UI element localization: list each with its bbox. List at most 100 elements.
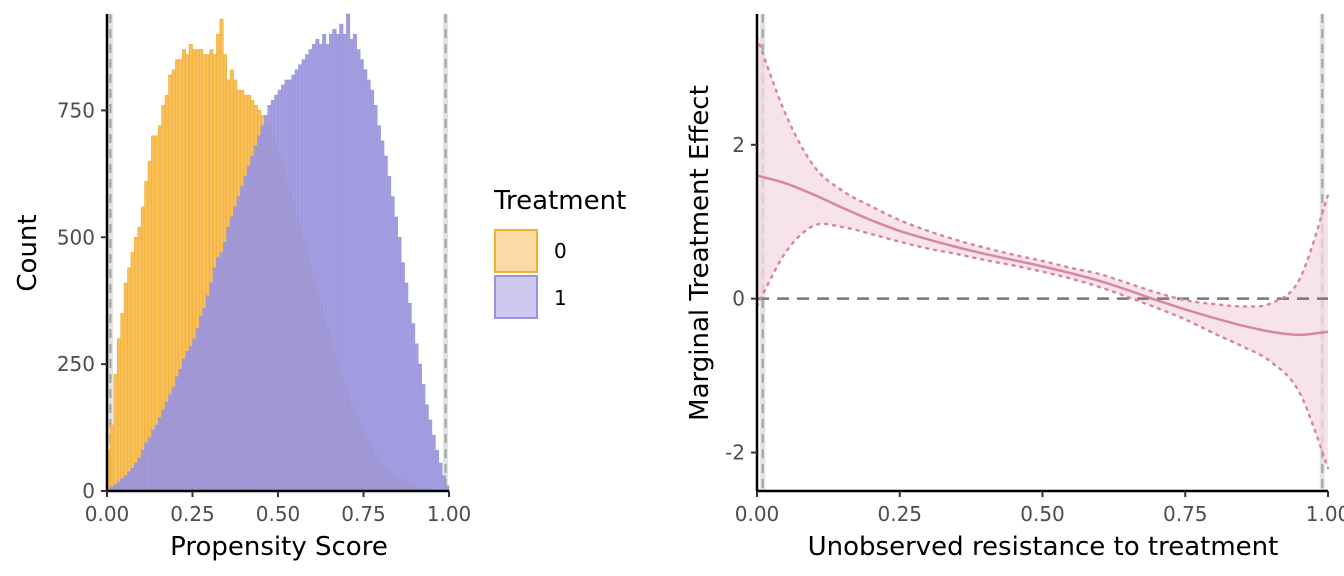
histogram-bar	[219, 252, 224, 492]
histogram-bar	[417, 363, 422, 492]
histogram-bar	[356, 49, 361, 492]
histogram-bar	[370, 89, 375, 492]
histogram-bar	[287, 79, 292, 492]
y-tick-label: 500	[57, 225, 95, 249]
histogram-bar	[424, 404, 429, 492]
histogram-bar	[246, 165, 251, 492]
histogram-bar	[390, 196, 395, 492]
legend-title: Treatment	[493, 186, 626, 216]
x-tick-label: 1.00	[1306, 502, 1344, 526]
histogram-bar	[305, 54, 310, 492]
histogram-bar	[185, 351, 190, 492]
histogram-bar	[291, 74, 296, 492]
mte-estimate-line	[756, 174, 1329, 337]
histogram-bar	[407, 302, 412, 492]
histogram-bar	[264, 115, 269, 492]
histogram-bar	[315, 39, 320, 492]
histogram-bar	[120, 313, 125, 492]
y-tick-label: 0	[732, 287, 745, 311]
legend: Treatment 0 1	[493, 186, 626, 319]
x-tick-label: 0.00	[85, 502, 130, 526]
histogram-bar	[387, 176, 392, 492]
y-tick-label: -2	[725, 441, 745, 465]
histogram-bar	[140, 206, 145, 492]
y-tick-label: 750	[57, 98, 95, 122]
histogram-bar	[260, 125, 265, 492]
histogram-bar	[352, 33, 357, 492]
histogram-bar	[284, 79, 289, 492]
histogram-bar	[127, 267, 132, 492]
histogram-bar	[233, 206, 238, 492]
histogram-bar	[277, 89, 282, 492]
histogram-bar	[281, 84, 286, 492]
y-tick-label: 0	[82, 479, 95, 503]
histogram-bar	[154, 424, 159, 492]
reference-lines	[107, 14, 449, 491]
x-tick-label: 0.75	[1163, 502, 1208, 526]
histogram-bar	[274, 94, 279, 492]
x-tick-label: 1.00	[427, 502, 472, 526]
x-tick-label: 0.50	[1020, 502, 1065, 526]
tick-labels: 0.00 0.25 0.50 0.75 1.00 -2 0 2	[725, 133, 1344, 526]
histogram-bar	[441, 475, 446, 492]
histogram-bar	[144, 442, 149, 492]
histogram-bar	[373, 105, 378, 492]
histogram-bar	[130, 467, 135, 492]
histogram-bar	[151, 429, 156, 492]
histogram-bar	[195, 328, 200, 492]
histogram-bar	[332, 28, 337, 492]
histogram-bar	[349, 39, 354, 492]
histogram-bar	[363, 69, 368, 492]
legend-swatch-0	[494, 229, 538, 273]
histogram-bar	[270, 99, 275, 492]
histogram-bar	[359, 59, 364, 492]
histogram-bar	[435, 450, 440, 492]
upper-bound-line	[755, 35, 1330, 308]
histogram-bar	[116, 481, 121, 492]
histogram-bar	[346, 13, 351, 492]
histogram-bar	[171, 386, 176, 492]
histogram-bar	[130, 252, 135, 492]
histogram-bar	[199, 315, 204, 492]
histogram-bar	[161, 409, 166, 492]
lower-bound-line	[755, 222, 1330, 470]
histogram-bar	[335, 33, 340, 492]
histogram-bar	[383, 155, 388, 492]
histogram-bar	[158, 417, 163, 492]
x-axis-title: Propensity Score	[170, 532, 388, 562]
histogram-bar	[421, 384, 426, 492]
histogram-bar	[240, 186, 245, 492]
histogram-bar	[294, 69, 299, 492]
histogram-bar	[236, 196, 241, 492]
histogram-bar	[229, 216, 234, 492]
x-tick-label: 0.75	[341, 502, 386, 526]
histogram-bar	[120, 478, 125, 492]
y-tick-label: 250	[57, 352, 95, 376]
histogram-bar	[216, 257, 221, 492]
histogram-bar	[411, 323, 416, 492]
histogram-bar	[325, 44, 330, 492]
histogram-bar	[222, 242, 227, 492]
legend-label-1: 1	[554, 286, 567, 310]
histogram-bar	[168, 394, 173, 492]
histogram-bar	[397, 236, 402, 492]
histogram-bar	[438, 462, 443, 492]
histogram-bar	[192, 338, 197, 492]
histogram-bar	[250, 155, 255, 492]
histogram-bar	[428, 419, 433, 492]
x-tick-label: 0.00	[735, 502, 780, 526]
tick-labels: 0.00 0.25 0.50 0.75 1.00 0 250 500 750	[57, 98, 471, 526]
y-axis-title: Marginal Treatment Effect	[685, 85, 715, 421]
histogram-bar	[134, 462, 139, 492]
confidence-band	[757, 37, 1328, 468]
histogram-bar	[202, 308, 207, 492]
x-tick-label: 0.50	[256, 502, 301, 526]
histogram-bar	[243, 176, 248, 492]
histogram-bar	[137, 226, 142, 492]
histogram-bar	[188, 346, 193, 492]
histogram-bar	[212, 267, 217, 492]
y-tick-label: 2	[732, 133, 745, 157]
histogram-bar	[178, 368, 183, 492]
histogram-bar	[209, 282, 214, 492]
